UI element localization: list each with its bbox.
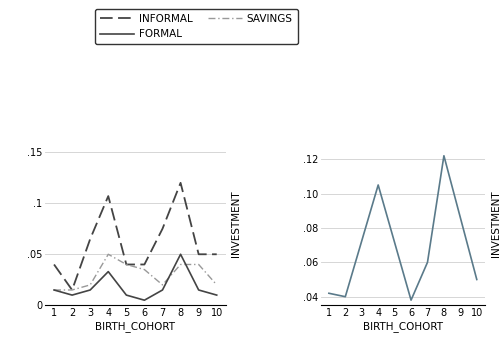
- X-axis label: BIRTH_COHORT: BIRTH_COHORT: [363, 321, 443, 332]
- Y-axis label: INVESTMENT: INVESTMENT: [490, 190, 500, 257]
- Legend: INFORMAL, FORMAL, SAVINGS: INFORMAL, FORMAL, SAVINGS: [95, 9, 298, 44]
- X-axis label: BIRTH_COHORT: BIRTH_COHORT: [96, 321, 176, 332]
- Y-axis label: INVESTMENT: INVESTMENT: [232, 190, 241, 257]
